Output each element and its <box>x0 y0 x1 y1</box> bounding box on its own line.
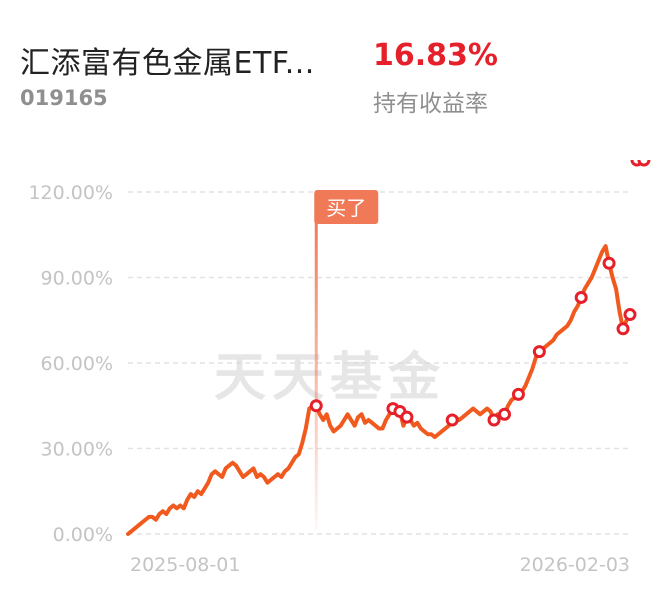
buy-marker-line <box>314 220 318 530</box>
transaction-point[interactable] <box>511 387 525 401</box>
transaction-point[interactable] <box>498 407 511 421</box>
series-line <box>126 244 632 536</box>
transaction-point[interactable] <box>616 322 630 336</box>
y-tick-label: 90.00% <box>41 268 113 290</box>
fund-code: 019165 <box>20 86 108 110</box>
y-tick-label: 0.00% <box>53 524 113 546</box>
transaction-point[interactable] <box>309 399 323 413</box>
holding-return-label: 持有收益率 <box>373 91 488 117</box>
watermark: 天天基金 <box>214 348 446 408</box>
transaction-point[interactable] <box>637 153 651 167</box>
transaction-point[interactable] <box>445 413 459 427</box>
holding-return-value: 16.83% <box>373 38 498 73</box>
y-tick-label: 120.00% <box>28 182 113 204</box>
chart-grid <box>128 191 630 535</box>
x-tick-label: 2026-02-03 <box>520 554 630 576</box>
transaction-point[interactable] <box>574 290 588 304</box>
y-axis-labels: 0.00% 30.00% 60.00% 90.00% 120.00% <box>28 182 113 546</box>
y-tick-label: 60.00% <box>41 353 113 375</box>
transaction-points[interactable] <box>309 153 651 427</box>
fund-header: 汇添富有色金属ETF... 019165 16.83% 持有收益率 <box>0 0 660 140</box>
buy-marker[interactable]: 买了 <box>314 190 379 530</box>
transaction-point[interactable] <box>400 410 414 424</box>
buy-marker-label: 买了 <box>326 196 366 220</box>
buy-marker-badge[interactable] <box>314 190 379 224</box>
x-axis-labels: 2025-08-01 2026-02-03 <box>130 554 630 576</box>
transaction-point[interactable] <box>602 256 616 270</box>
transaction-point[interactable] <box>623 308 637 322</box>
transaction-point[interactable] <box>487 413 501 427</box>
y-tick-label: 30.00% <box>41 439 113 461</box>
fund-name[interactable]: 汇添富有色金属ETF... <box>20 46 315 81</box>
transaction-point[interactable] <box>532 345 546 359</box>
x-tick-label: 2025-08-01 <box>130 554 240 576</box>
return-chart-svg[interactable]: 天天基金 0.00% 30.00% 60.00% 90.00% 120.00% 2025… <box>0 153 660 585</box>
return-series <box>126 244 632 536</box>
return-chart[interactable]: 天天基金 0.00% 30.00% 60.00% 90.00% 120.00% 2025… <box>0 153 660 585</box>
